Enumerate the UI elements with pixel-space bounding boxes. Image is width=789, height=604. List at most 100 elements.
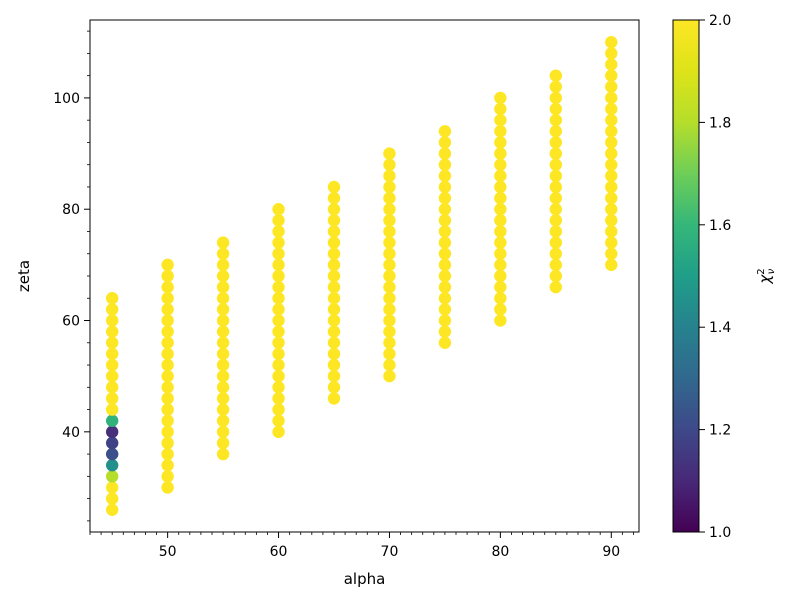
scatter-point [383,191,396,205]
scatter-point [383,369,396,383]
scatter-point [383,169,396,183]
scatter-point [438,336,452,349]
scatter-point [549,247,563,260]
scatter-point [494,147,507,160]
scatter-point [605,47,618,60]
scatter-point [105,381,119,394]
scatter-point [605,102,618,116]
scatter-point [549,136,563,149]
scatter-point [216,236,230,249]
scatter-point [327,191,341,205]
scatter-point [494,136,507,149]
colorbar-label: χ2ν [756,268,777,284]
scatter-point [161,459,174,472]
scatter-points [105,36,618,516]
scatter-point [494,158,507,171]
scatter-point [494,314,507,327]
scatter-point [327,314,341,327]
scatter-point [327,247,341,260]
scatter-point [494,113,507,127]
scatter-point [216,403,230,416]
scatter-point [494,292,507,305]
scatter-point [605,169,618,183]
scatter-point [272,381,285,394]
scatter-point [438,292,452,305]
scatter-point [438,303,452,316]
scatter-point [605,203,618,216]
scatter-point [383,358,396,372]
scatter-point [272,403,285,416]
scatter-point [438,325,452,338]
scatter-point [216,280,230,294]
scatter-point [105,425,119,439]
scatter-point [161,292,174,305]
scatter-point [105,292,119,305]
scatter-point [327,392,341,405]
scatter-point [494,236,507,249]
scatter-point [605,36,618,49]
scatter-point [272,303,285,316]
scatter-point [272,258,285,272]
scatter-point [605,247,618,260]
colorbar-tick-label: 1.2 [709,423,731,439]
scatter-point [494,203,507,216]
scatter-point [438,280,452,294]
scatter-point [327,369,341,383]
scatter-point [494,258,507,272]
scatter-point [438,125,452,138]
scatter-point [216,381,230,394]
scatter-point [161,403,174,416]
scatter-point [549,225,563,238]
scatter-point [605,236,618,249]
scatter-point [438,269,452,283]
scatter-point [272,325,285,338]
scatter-point [327,236,341,249]
scatter-point [161,314,174,327]
scatter-point [327,214,341,227]
scatter-point [272,425,285,439]
scatter-point [605,191,618,205]
scatter-point [549,191,563,205]
scatter-point [549,113,563,127]
scatter-point [272,225,285,238]
scatter-point [605,225,618,238]
scatter-point [161,369,174,383]
scatter-point [216,358,230,372]
scatter-point [105,470,119,483]
x-axis-label: alpha [344,570,386,588]
scatter-point [438,214,452,227]
scatter-point [438,191,452,205]
scatter-point [383,236,396,249]
colorbar-ticks: 1.0 1.2 1.4 1.6 1.8 2.0 [699,13,731,541]
y-axis-label: zeta [15,260,33,292]
scatter-point [327,303,341,316]
scatter-point [105,303,119,316]
scatter-point [161,392,174,405]
scatter-point [605,91,618,105]
scatter-point [161,358,174,372]
scatter-point [494,214,507,227]
scatter-point [272,292,285,305]
scatter-point [549,258,563,272]
scatter-point [216,369,230,383]
scatter-point [161,425,174,439]
scatter-point [327,292,341,305]
scatter-point [272,336,285,349]
scatter-point [438,180,452,194]
scatter-point [383,225,396,238]
scatter-point [161,481,174,494]
x-tick-label: 70 [381,544,399,560]
scatter-point [272,414,285,427]
scatter-point [383,180,396,194]
scatter-point [161,347,174,361]
scatter-point [605,69,618,82]
scatter-point [549,125,563,138]
scatter-point [272,203,285,216]
scatter-point [216,436,230,450]
scatter-point [605,113,618,127]
scatter-point [272,269,285,283]
scatter-point [549,147,563,160]
scatter-point [272,247,285,260]
scatter-point [105,369,119,383]
scatter-point [105,503,119,516]
